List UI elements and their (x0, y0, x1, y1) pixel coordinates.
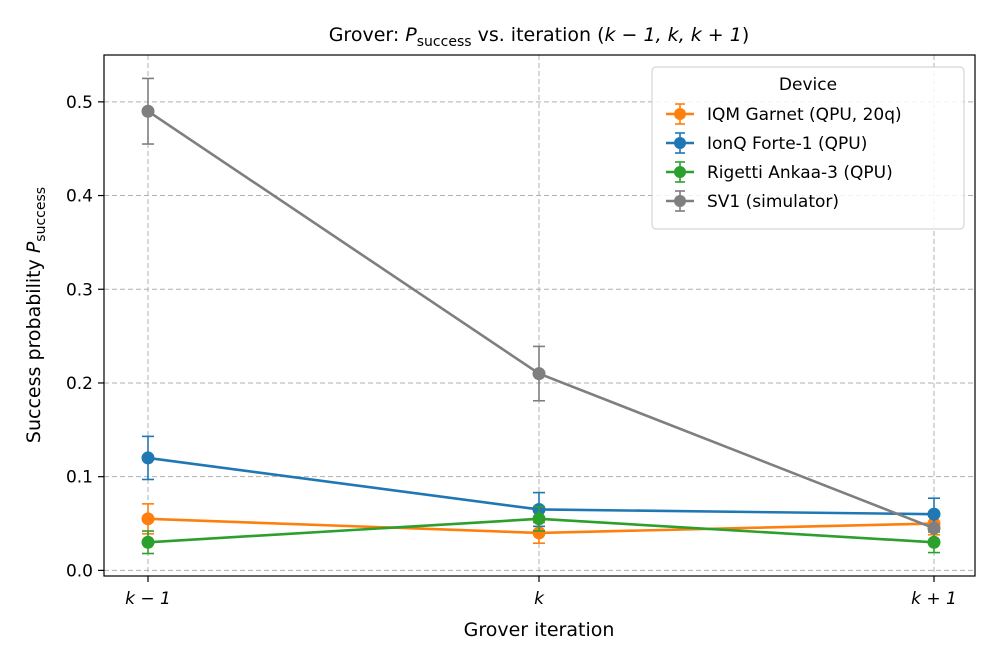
legend-box (651, 66, 965, 230)
legend-item: SV1 (simulator) (666, 190, 839, 212)
legend-item: IonQ Forte-1 (QPU) (666, 132, 867, 154)
data-point (927, 507, 941, 521)
x-tick-label: k + 1 (911, 589, 957, 609)
y-axis-label: Success probability Psuccess (23, 187, 49, 443)
data-point (141, 451, 155, 465)
legend-label: IonQ Forte-1 (QPU) (707, 134, 867, 154)
legend-title: Device (779, 75, 837, 95)
y-tick-label: 0.5 (66, 93, 93, 113)
legend-label: IQM Garnet (QPU, 20q) (707, 105, 902, 125)
series-3 (141, 77, 941, 535)
data-point (532, 526, 546, 540)
x-axis-label: Grover iteration (464, 619, 615, 641)
plot-area (141, 77, 941, 555)
data-point (141, 104, 155, 118)
legend: Device IQM Garnet (QPU, 20q) IonQ Forte-1… (651, 66, 965, 230)
x-tick-label: k (534, 589, 545, 609)
legend-marker (674, 108, 686, 120)
legend-marker (674, 137, 686, 149)
data-point (141, 512, 155, 526)
data-point (532, 512, 546, 526)
y-tick-label: 0.2 (66, 374, 93, 394)
y-tick-label: 0.1 (66, 468, 93, 488)
chart-title: Grover: Psuccess vs. iteration (k − 1, k… (329, 24, 750, 50)
x-tick-label: k − 1 (125, 589, 171, 609)
legend-marker (674, 195, 686, 207)
data-point (532, 367, 546, 381)
legend-marker (674, 166, 686, 178)
data-point (927, 535, 941, 549)
legend-item: IQM Garnet (QPU, 20q) (666, 103, 902, 125)
legend-item: Rigetti Ankaa-3 (QPU) (666, 161, 893, 183)
series-2 (141, 505, 941, 555)
y-tick-label: 0.0 (66, 561, 93, 581)
legend-label: Rigetti Ankaa-3 (QPU) (707, 163, 893, 183)
y-tick-label: 0.3 (66, 280, 93, 300)
axes: 0.0 0.1 0.2 0.3 0.4 0.5 k − 1 k k + 1 (66, 93, 957, 609)
data-point (927, 521, 941, 535)
legend-label: SV1 (simulator) (707, 192, 839, 212)
grid-lines (104, 55, 975, 576)
data-point (141, 535, 155, 549)
y-tick-label: 0.4 (66, 187, 93, 207)
